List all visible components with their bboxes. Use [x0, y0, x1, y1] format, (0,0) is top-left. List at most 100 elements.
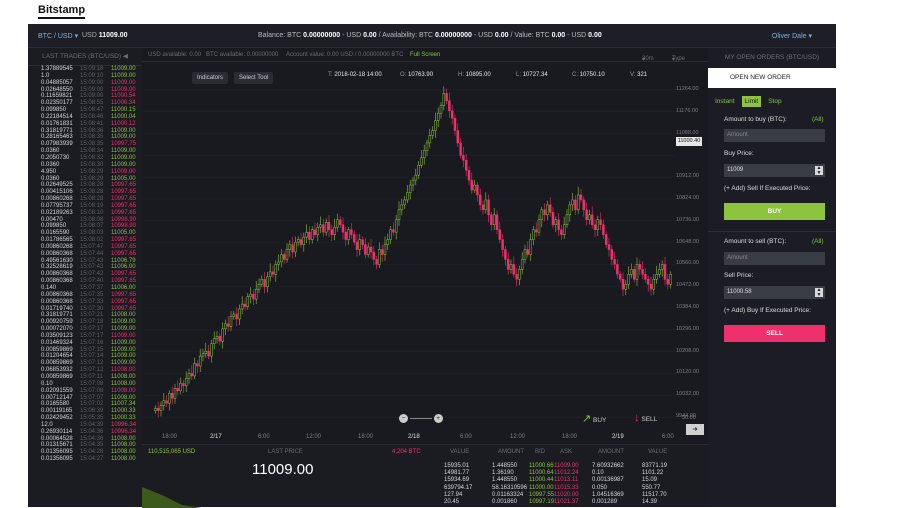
user-name: Oliver Dale: [771, 33, 807, 40]
y-tick-label: 10208.00: [676, 347, 699, 354]
account-value: Account value: 0.00 USD / 0.00000000 BTC: [286, 52, 404, 58]
candle-body: [607, 244, 611, 250]
candle-body: [504, 249, 507, 260]
buy-price-value: 11009: [727, 167, 744, 173]
trade-time: 15:07:47: [80, 243, 104, 250]
stepper-icon[interactable]: ▲ ▼: [815, 288, 823, 297]
ask-cell: 0.00136987: [592, 477, 624, 484]
candle-body: [523, 249, 527, 260]
stepper-down[interactable]: ▼: [816, 291, 822, 298]
sell-price-input[interactable]: 11000.58 ▲ ▼: [724, 286, 825, 299]
stepper-down[interactable]: ▼: [816, 169, 822, 176]
candle-body: [669, 274, 672, 285]
trade-price: 11009.00: [111, 161, 136, 168]
stepper-up[interactable]: ▲: [816, 165, 822, 171]
sell-all-link[interactable]: (All): [812, 238, 824, 245]
user-menu[interactable]: Oliver Dale ▾: [772, 32, 812, 40]
btc-available: BTC available: 0.00000000: [206, 52, 279, 58]
trade-price: 11009.00: [111, 360, 136, 367]
trade-amount: 0.02648550: [41, 86, 73, 93]
trade-amount: 12.0: [41, 421, 53, 428]
candle-body: [389, 229, 392, 240]
trade-row: 0.03509123 15:07:17 11009.00: [28, 333, 142, 340]
candle-body: [571, 199, 574, 206]
tab-instant[interactable]: Instant: [715, 98, 735, 105]
stepper-icon[interactable]: ▲ ▼: [815, 166, 823, 175]
trade-time: 15:07:17: [80, 332, 104, 339]
trade-time: 15:04:36: [80, 428, 104, 435]
plus-icon[interactable]: +: [433, 414, 443, 423]
sound-icon[interactable]: ◀: [122, 53, 128, 60]
candle-body: [229, 316, 233, 327]
my-open-orders-title[interactable]: MY OPEN ORDERS (BTC/USD): [724, 54, 820, 61]
trade-price: 11009.00: [111, 168, 136, 175]
ohlc-l-label: L:: [516, 72, 522, 78]
sell-amount-input[interactable]: Amount: [724, 252, 825, 265]
candle-body: [462, 155, 465, 161]
x-tick-label: 18:00: [358, 434, 374, 440]
trade-amount: 4.950: [41, 168, 57, 175]
zoom-control[interactable]: − +: [399, 414, 443, 423]
bitstamp-logo[interactable]: Bitstamp: [38, 4, 86, 19]
candlestick-chart[interactable]: [142, 48, 676, 444]
bid-cell: 14981.77: [444, 470, 470, 477]
usd-price: 11009.00: [98, 32, 128, 39]
trade-amount: 0.01786565: [41, 237, 73, 244]
candle-body: [341, 224, 345, 233]
trade-row: 0.01469324 15:07:16 11009.00: [28, 340, 142, 347]
buy-button[interactable]: BUY: [724, 203, 825, 220]
trade-price: 10996.34: [111, 421, 137, 428]
candle-body: [445, 93, 448, 102]
candle-body: [501, 239, 504, 250]
fullscreen-link[interactable]: Full Screen: [410, 52, 441, 58]
value-btc: 0.00: [551, 32, 566, 39]
open-new-order-header[interactable]: OPEN NEW ORDER: [708, 68, 836, 88]
buy-amount-input[interactable]: Amount: [724, 129, 825, 142]
trade-row: 0.02350177 15:08:55 11000.34: [28, 100, 142, 107]
candle-body: [375, 259, 378, 265]
stepper-up[interactable]: ▲: [816, 287, 822, 293]
pair-selector[interactable]: BTC / USD ▾: [38, 32, 78, 40]
candle-body: [238, 308, 241, 320]
minus-icon[interactable]: −: [399, 414, 408, 423]
candle-body: [221, 328, 224, 342]
arrow-right-icon[interactable]: ➜: [686, 424, 704, 435]
trade-price: 11009.00: [111, 86, 136, 93]
tab-limit[interactable]: Limit: [741, 96, 762, 107]
candle-body: [159, 405, 163, 411]
candle-body: [579, 194, 583, 201]
availability-sep: - USD: [471, 32, 495, 39]
tab-stop[interactable]: Stop: [768, 98, 782, 105]
candle-body: [196, 363, 199, 367]
add-sell-if-executed[interactable]: (+ Add) Sell If Executed Price:: [724, 185, 811, 192]
trade-row: 0.02648550 15:09:00 11009.00: [28, 87, 142, 94]
buy-shortcut[interactable]: ↗ BUY: [582, 412, 606, 425]
trade-row: 1.0 15:09:10 11009.00: [28, 73, 142, 80]
candle-body: [344, 231, 348, 240]
candle-body: [173, 388, 177, 399]
trade-time: 15:08:02: [80, 237, 104, 244]
sell-shortcut[interactable]: ↓ SELL: [634, 412, 657, 424]
select-tool-button[interactable]: Select Tool: [234, 72, 274, 84]
candle-body: [663, 264, 667, 280]
trade-amount: 0.140: [41, 285, 57, 291]
candle-body: [621, 279, 625, 290]
trade-time: 15:08:29: [80, 175, 104, 182]
candle-body: [361, 239, 364, 245]
buy-price-input[interactable]: 11009 ▲ ▼: [724, 164, 825, 177]
ask-cell: 0.10: [592, 470, 604, 477]
candle-body: [428, 135, 432, 144]
indicators-button[interactable]: Indicators: [192, 72, 229, 84]
trade-price: 10998.90: [111, 216, 137, 223]
sell-button[interactable]: SELL: [724, 325, 825, 342]
trade-time: 15:08:28: [80, 182, 104, 189]
trade-price: 11008.00: [111, 380, 136, 387]
candle-body: [554, 219, 558, 225]
ohlc-o-value: 10763.90: [408, 72, 434, 78]
add-buy-if-executed[interactable]: (+ Add) Buy If Executed Price:: [724, 307, 811, 314]
candle-body: [604, 234, 608, 245]
bid-cell: 1.448550: [492, 463, 518, 469]
zoom-slider[interactable]: [409, 417, 432, 419]
buy-all-link[interactable]: (All): [812, 116, 824, 123]
trade-price: 11009.00: [111, 79, 136, 86]
